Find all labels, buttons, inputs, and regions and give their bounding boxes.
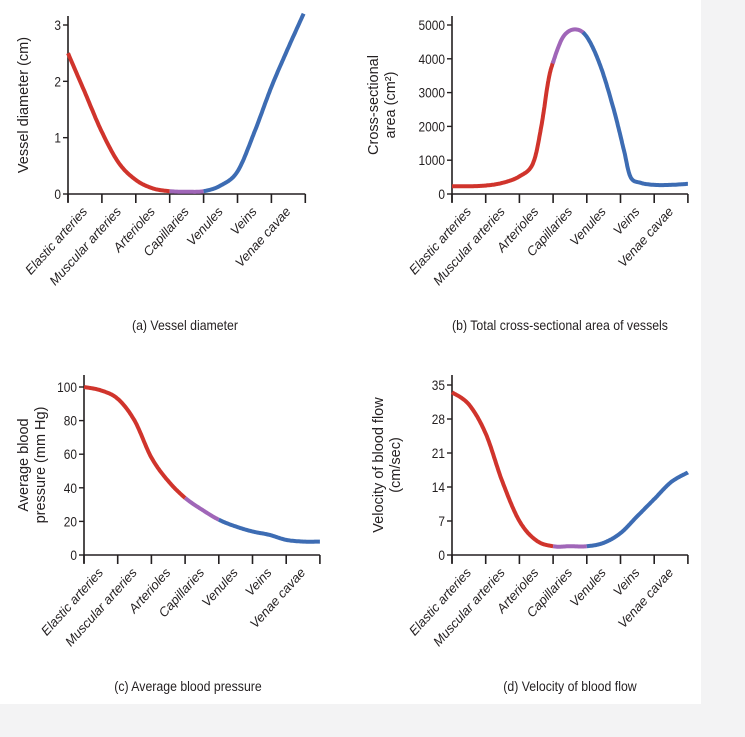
x-category-label: Veins [227, 204, 260, 238]
y-tick-label: 14 [432, 479, 445, 495]
y-tick-label: 2 [54, 73, 61, 89]
x-category-label: Venules [184, 204, 227, 249]
y-tick-label: 35 [432, 377, 445, 393]
curve-segment-capillaries [168, 189, 205, 194]
curve-segment-arteries [66, 52, 171, 194]
y-tick-label: 0 [70, 547, 77, 563]
y-axis-title: (cm/sec) [388, 437, 404, 493]
y-tick-label: 40 [64, 480, 77, 496]
chart-caption: (c) Average blood pressure [114, 678, 262, 694]
y-axis-title: Velocity of blood flow [371, 397, 387, 533]
figure-background [0, 0, 701, 704]
y-axis-title: Cross-sectional [366, 55, 382, 155]
y-tick-label: 0 [438, 186, 445, 202]
y-axis-title: Average blood [16, 418, 32, 511]
y-tick-label: 1000 [419, 152, 445, 168]
y-axis-title: area (cm²) [383, 72, 399, 139]
x-category-label: Venules [567, 565, 610, 610]
y-tick-label: 7 [438, 513, 445, 529]
chart-caption: (d) Velocity of blood flow [503, 678, 637, 694]
y-tick-label: 80 [64, 413, 77, 429]
y-tick-label: 0 [438, 547, 445, 563]
curve-segment-capillaries [183, 496, 220, 522]
curve-segment-veins [581, 30, 690, 188]
x-category-label: Venules [199, 565, 242, 610]
y-tick-label: 4000 [419, 51, 445, 67]
x-category-label: Venules [567, 204, 610, 249]
y-tick-label: 3000 [419, 85, 445, 101]
y-tick-label: 0 [54, 186, 61, 202]
curve-segment-arteries [450, 390, 554, 549]
chart-caption: (a) Vessel diameter [132, 317, 239, 333]
y-tick-label: 2000 [419, 118, 445, 134]
y-tick-label: 21 [432, 445, 445, 461]
curve-segment-arteries [82, 385, 187, 500]
chart-caption: (b) Total cross-sectional area of vessel… [452, 317, 668, 333]
y-tick-label: 60 [64, 446, 77, 462]
y-axis-title: Vessel diameter (cm) [16, 37, 32, 173]
curve-segment-veins [202, 12, 306, 194]
y-tick-label: 20 [64, 513, 77, 529]
y-tick-label: 28 [432, 411, 445, 427]
curve-segment-veins [217, 517, 322, 544]
y-tick-label: 3 [54, 17, 61, 33]
curve-segment-capillaries [550, 27, 586, 65]
y-tick-label: 100 [57, 379, 77, 395]
curve-segment-veins [585, 470, 690, 549]
y-tick-label: 5000 [419, 17, 445, 33]
y-tick-label: 1 [54, 130, 61, 146]
curve-segment-arteries [450, 60, 556, 189]
y-axis-title: pressure (mm Hg) [33, 407, 49, 524]
